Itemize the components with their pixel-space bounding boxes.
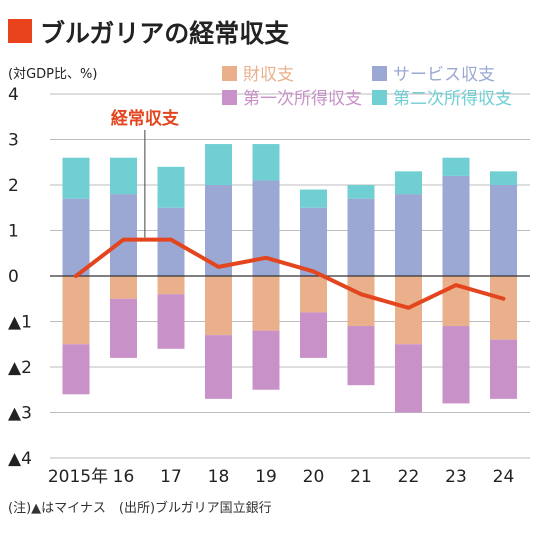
unit-label: (対GDP比、%)	[8, 67, 97, 82]
bar-segment	[490, 339, 517, 399]
bar-segment	[347, 276, 375, 327]
x-tick-label: 16	[113, 467, 135, 487]
y-tick-label: ▲2	[8, 358, 32, 378]
bar-segment	[252, 144, 280, 181]
bar-segment	[252, 276, 280, 331]
x-tick-label: 24	[493, 467, 515, 487]
x-tick-label: 17	[160, 467, 182, 487]
bar-segment	[205, 276, 232, 336]
y-tick-label: ▲4	[8, 449, 32, 469]
bar-segment	[62, 344, 90, 395]
x-tick-label: 23	[445, 467, 467, 487]
bar-segment	[62, 276, 90, 345]
bar-segment	[490, 276, 517, 340]
x-tick-label: 22	[398, 467, 420, 487]
annotations: 経常収支	[111, 108, 180, 238]
x-tick-label: 2015年	[48, 467, 108, 487]
bar-segment	[490, 185, 517, 276]
bar-segment	[205, 144, 232, 185]
bar-segment	[300, 276, 327, 313]
x-tick-label: 20	[303, 467, 325, 487]
y-tick-label: 3	[8, 131, 19, 151]
bar-segment	[395, 276, 422, 345]
y-tick-label: 1	[8, 222, 19, 242]
line-label: 経常収支	[111, 108, 180, 129]
legend-label: 第一次所得収支	[243, 89, 362, 109]
bar-segment	[62, 198, 90, 276]
x-tick-label: 21	[350, 467, 372, 487]
bar-segment	[110, 298, 137, 358]
bar-segment	[62, 157, 90, 199]
bar-segment	[442, 175, 470, 276]
y-tick-label: ▲3	[8, 404, 32, 424]
bar-segment	[300, 312, 327, 358]
x-tick-label: 19	[255, 467, 277, 487]
y-tick-label: 2	[8, 176, 19, 196]
bar-segment	[157, 276, 185, 295]
bar-segment	[395, 194, 422, 276]
bar-segment	[110, 194, 137, 276]
bar-segment	[395, 171, 422, 195]
footnote: (注)▲はマイナス (出所)ブルガリア国立銀行	[8, 500, 272, 516]
bar-segment	[347, 198, 375, 276]
legend-label: 第二次所得収支	[393, 89, 512, 109]
line-group	[74, 237, 506, 310]
x-tick-label: 18	[208, 467, 230, 487]
bar-segment	[205, 335, 232, 399]
legend-label: 財収支	[243, 65, 294, 85]
bar-segment	[442, 157, 470, 176]
bar-segment	[252, 330, 280, 390]
y-tick-label: ▲1	[8, 313, 32, 333]
bar-segment	[300, 189, 327, 208]
legend-swatch	[372, 66, 387, 81]
current-account-line	[74, 237, 506, 310]
bar-segment	[347, 326, 375, 386]
bar-segment	[490, 171, 517, 185]
legend-swatch	[222, 66, 237, 81]
legend-swatch	[222, 90, 237, 105]
bar-segment	[110, 276, 137, 299]
y-tick-label: 4	[8, 85, 19, 105]
bar-segment	[395, 344, 422, 413]
bar-segment	[157, 294, 185, 349]
bar-segment	[347, 185, 375, 199]
bar-segment	[157, 166, 185, 208]
y-tick-label: 0	[8, 267, 19, 287]
chart-title: ブルガリアの経常収支	[40, 19, 289, 48]
legend-swatch	[372, 90, 387, 105]
bar-segment	[300, 207, 327, 276]
bar-segment	[110, 157, 137, 195]
bar-segment	[442, 326, 470, 404]
title-square-marker	[8, 19, 32, 43]
bar-group	[62, 144, 517, 413]
legend-label: サービス収支	[393, 65, 495, 85]
